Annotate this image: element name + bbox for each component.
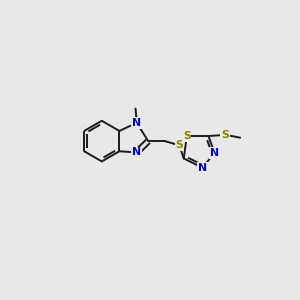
Text: S: S <box>221 130 229 140</box>
Text: S: S <box>183 131 191 141</box>
Text: N: N <box>132 147 141 158</box>
Text: S: S <box>175 140 183 150</box>
Text: N: N <box>210 148 219 158</box>
Text: N: N <box>198 163 207 173</box>
Text: N: N <box>132 118 141 128</box>
